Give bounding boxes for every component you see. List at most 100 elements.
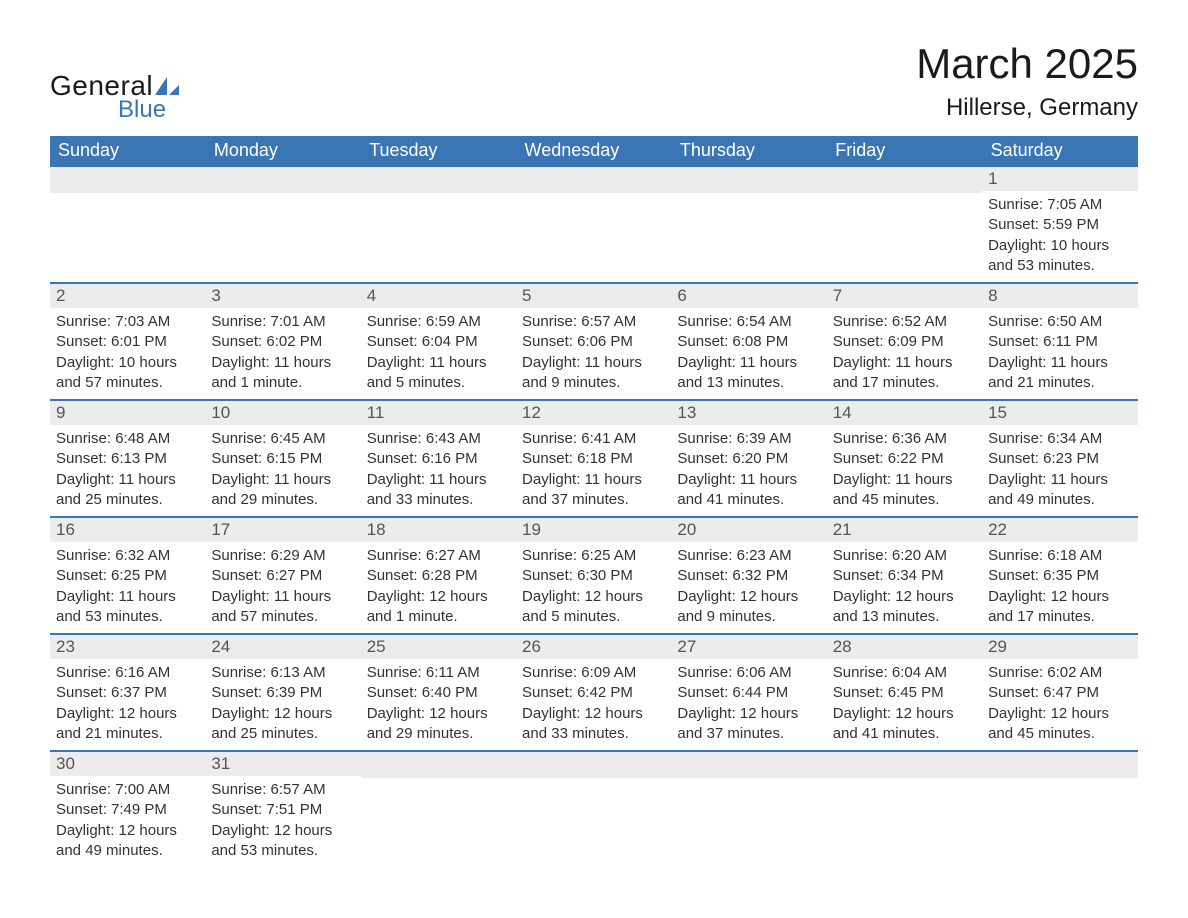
calendar-cell: 9Sunrise: 6:48 AMSunset: 6:13 PMDaylight… [50, 400, 205, 517]
day-detail-line: Sunrise: 7:01 AM [211, 312, 354, 332]
day-detail-line: Daylight: 12 hours and 29 minutes. [367, 704, 510, 745]
day-detail-line: Sunset: 6:06 PM [522, 332, 665, 352]
calendar-cell: 22Sunrise: 6:18 AMSunset: 6:35 PMDayligh… [982, 517, 1137, 634]
weekday-header: Tuesday [361, 136, 516, 166]
day-detail-line: Sunrise: 6:36 AM [833, 429, 976, 449]
day-detail-line: Sunset: 6:18 PM [522, 449, 665, 469]
calendar-cell [361, 751, 516, 867]
day-details: Sunrise: 6:57 AMSunset: 6:06 PMDaylight:… [516, 308, 671, 399]
day-detail-line: Daylight: 12 hours and 1 minute. [367, 587, 510, 628]
day-number: 17 [205, 518, 360, 542]
day-number: 16 [50, 518, 205, 542]
day-number: 13 [671, 401, 826, 425]
calendar-cell: 26Sunrise: 6:09 AMSunset: 6:42 PMDayligh… [516, 634, 671, 751]
empty-day-strip [516, 167, 671, 193]
weekday-header: Monday [205, 136, 360, 166]
day-number: 15 [982, 401, 1137, 425]
day-number: 14 [827, 401, 982, 425]
day-detail-line: Daylight: 11 hours and 57 minutes. [211, 587, 354, 628]
day-detail-line: Daylight: 12 hours and 5 minutes. [522, 587, 665, 628]
day-number: 30 [50, 752, 205, 776]
day-detail-line: Sunset: 6:42 PM [522, 683, 665, 703]
calendar-cell: 17Sunrise: 6:29 AMSunset: 6:27 PMDayligh… [205, 517, 360, 634]
calendar-cell: 28 Sunrise: 6:04 AMSunset: 6:45 PMDayligh… [827, 634, 982, 751]
day-detail-line: Sunrise: 6:41 AM [522, 429, 665, 449]
day-detail-line: Sunset: 6:13 PM [56, 449, 199, 469]
day-details: Sunrise: 6:34 AMSunset: 6:23 PMDaylight:… [982, 425, 1137, 516]
empty-day-strip [205, 167, 360, 193]
calendar-cell: 18Sunrise: 6:27 AMSunset: 6:28 PMDayligh… [361, 517, 516, 634]
day-details: Sunrise: 7:01 AMSunset: 6:02 PMDaylight:… [205, 308, 360, 399]
day-detail-line: Sunset: 6:28 PM [367, 566, 510, 586]
day-detail-line: Sunset: 6:16 PM [367, 449, 510, 469]
calendar-cell: 20Sunrise: 6:23 AMSunset: 6:32 PMDayligh… [671, 517, 826, 634]
day-details: Sunrise: 7:03 AMSunset: 6:01 PMDaylight:… [50, 308, 205, 399]
day-number: 22 [982, 518, 1137, 542]
day-details: Sunrise: 6:59 AMSunset: 6:04 PMDaylight:… [361, 308, 516, 399]
day-details: Sunrise: 6:06 AMSunset: 6:44 PMDaylight:… [671, 659, 826, 750]
calendar-week-row: 9Sunrise: 6:48 AMSunset: 6:13 PMDaylight… [50, 400, 1138, 517]
weekday-header: Sunday [50, 136, 205, 166]
day-detail-line: Sunset: 6:30 PM [522, 566, 665, 586]
day-details: Sunrise: 6:18 AMSunset: 6:35 PMDaylight:… [982, 542, 1137, 633]
weekday-header: Saturday [982, 136, 1137, 166]
day-detail-line: Sunrise: 6:20 AM [833, 546, 976, 566]
day-details: Sunrise: 6:32 AMSunset: 6:25 PMDaylight:… [50, 542, 205, 633]
day-detail-line: Sunrise: 6:39 AM [677, 429, 820, 449]
day-details: Sunrise: 7:05 AMSunset: 5:59 PMDaylight:… [982, 191, 1137, 282]
day-detail-line: Sunrise: 6:16 AM [56, 663, 199, 683]
day-details: Sunrise: 6:50 AMSunset: 6:11 PMDaylight:… [982, 308, 1137, 399]
weekday-header-row: Sunday Monday Tuesday Wednesday Thursday… [50, 136, 1138, 166]
day-details: Sunrise: 6:54 AMSunset: 6:08 PMDaylight:… [671, 308, 826, 399]
day-number: 12 [516, 401, 671, 425]
day-number: 28 [827, 635, 982, 659]
day-number: 5 [516, 284, 671, 308]
day-detail-line: Sunrise: 6:11 AM [367, 663, 510, 683]
day-detail-line: Daylight: 11 hours and 37 minutes. [522, 470, 665, 511]
calendar-cell [982, 751, 1137, 867]
day-detail-line: Daylight: 11 hours and 1 minute. [211, 353, 354, 394]
sail-icon [155, 77, 179, 95]
day-detail-line: Daylight: 12 hours and 25 minutes. [211, 704, 354, 745]
day-details: Sunrise: 6:36 AMSunset: 6:22 PMDaylight:… [827, 425, 982, 516]
day-detail-line: Sunset: 6:20 PM [677, 449, 820, 469]
day-detail-line: Daylight: 11 hours and 13 minutes. [677, 353, 820, 394]
day-detail-line: Daylight: 12 hours and 49 minutes. [56, 821, 199, 862]
day-detail-line: Sunrise: 6:57 AM [211, 780, 354, 800]
empty-day-strip [671, 752, 826, 778]
day-number: 27 [671, 635, 826, 659]
empty-day-strip [361, 167, 516, 193]
calendar-cell: 31Sunrise: 6:57 AMSunset: 7:51 PMDayligh… [205, 751, 360, 867]
day-detail-line: Sunset: 6:27 PM [211, 566, 354, 586]
day-number: 29 [982, 635, 1137, 659]
calendar-cell: 21Sunrise: 6:20 AMSunset: 6:34 PMDayligh… [827, 517, 982, 634]
day-detail-line: Sunset: 6:32 PM [677, 566, 820, 586]
day-detail-line: Daylight: 12 hours and 41 minutes. [833, 704, 976, 745]
day-detail-line: Daylight: 12 hours and 53 minutes. [211, 821, 354, 862]
day-detail-line: Daylight: 10 hours and 53 minutes. [988, 236, 1131, 277]
day-details: Sunrise: 6:48 AMSunset: 6:13 PMDaylight:… [50, 425, 205, 516]
calendar-cell: 5Sunrise: 6:57 AMSunset: 6:06 PMDaylight… [516, 283, 671, 400]
calendar-cell [516, 166, 671, 283]
calendar-week-row: 2Sunrise: 7:03 AMSunset: 6:01 PMDaylight… [50, 283, 1138, 400]
day-detail-line: Sunset: 6:08 PM [677, 332, 820, 352]
day-details: Sunrise: 6:13 AMSunset: 6:39 PMDaylight:… [205, 659, 360, 750]
day-detail-line: Daylight: 11 hours and 5 minutes. [367, 353, 510, 394]
day-detail-line: Sunrise: 6:04 AM [833, 663, 976, 683]
day-detail-line: Sunset: 6:11 PM [988, 332, 1131, 352]
day-details: Sunrise: 6:23 AMSunset: 6:32 PMDaylight:… [671, 542, 826, 633]
calendar-cell: 13Sunrise: 6:39 AMSunset: 6:20 PMDayligh… [671, 400, 826, 517]
calendar-cell: 6Sunrise: 6:54 AMSunset: 6:08 PMDaylight… [671, 283, 826, 400]
day-number: 18 [361, 518, 516, 542]
calendar-week-row: 16Sunrise: 6:32 AMSunset: 6:25 PMDayligh… [50, 517, 1138, 634]
day-number: 4 [361, 284, 516, 308]
day-detail-line: Sunset: 6:47 PM [988, 683, 1131, 703]
day-number: 8 [982, 284, 1137, 308]
empty-day-strip [50, 167, 205, 193]
day-detail-line: Daylight: 12 hours and 17 minutes. [988, 587, 1131, 628]
day-number: 21 [827, 518, 982, 542]
calendar-cell [516, 751, 671, 867]
day-detail-line: Sunrise: 6:54 AM [677, 312, 820, 332]
day-detail-line: Sunset: 6:45 PM [833, 683, 976, 703]
calendar-cell [361, 166, 516, 283]
